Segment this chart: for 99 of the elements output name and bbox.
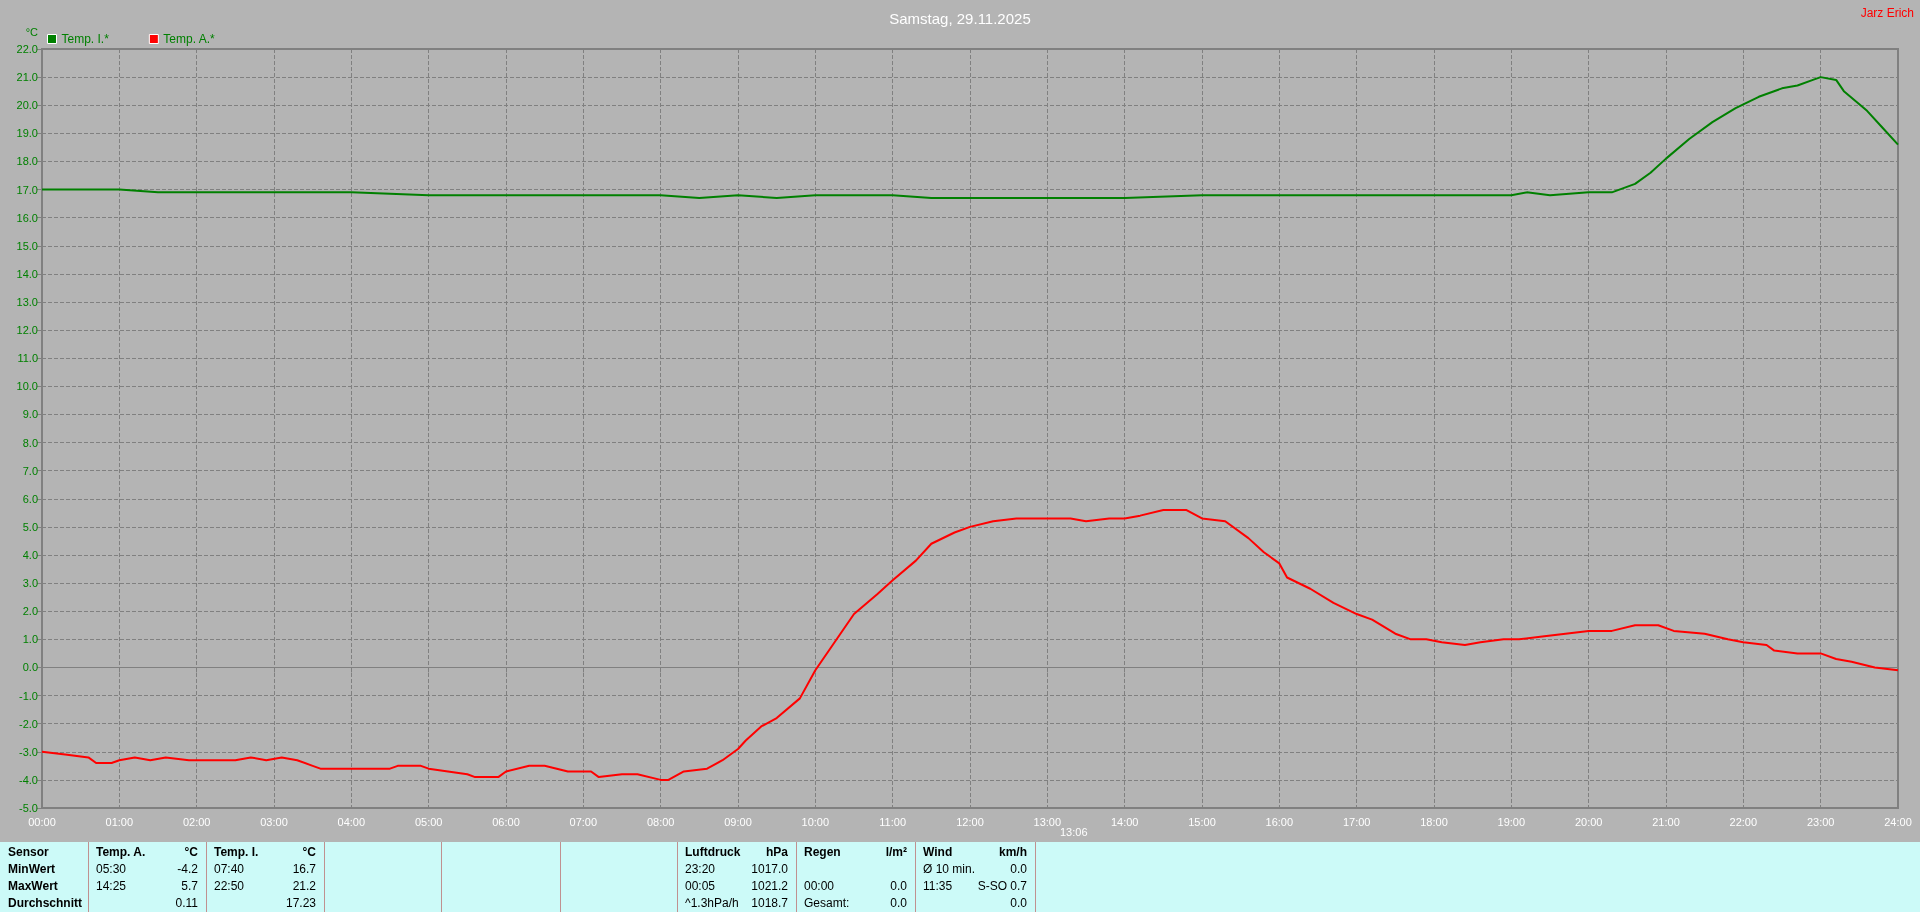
legend-label: Temp. A.*: [163, 32, 216, 46]
x-tick-label: 11:00: [879, 815, 907, 828]
text: Durchschnitt: [8, 895, 83, 911]
y-tick-label: 11.0: [17, 352, 38, 365]
legend-label: Temp. I.*: [61, 32, 110, 46]
x-tick-label: 14:00: [1110, 815, 1139, 828]
text: -4.2: [177, 861, 198, 877]
x-tick-label: 10:00: [801, 815, 830, 828]
text: 0.0: [890, 878, 907, 894]
text: 5.7: [181, 878, 198, 894]
text: 0.11: [175, 895, 198, 911]
y-tick-label: 14.0: [16, 267, 38, 280]
y-tick-label: 10.0: [16, 380, 38, 393]
y-tick-label: 19.0: [16, 127, 38, 140]
x-tick-label: 16:00: [1265, 815, 1294, 828]
x-tick-label: 20:00: [1574, 815, 1603, 828]
y-tick-label: 7.0: [22, 464, 38, 477]
y-tick-label: 13.0: [16, 296, 38, 308]
text: Regen: [804, 844, 841, 860]
text: Ø 10 min.: [923, 861, 976, 877]
x-tick-label: 15:00: [1188, 815, 1216, 828]
x-tick-label: 18:00: [1420, 815, 1448, 828]
y-tick-label: 9.0: [22, 408, 38, 421]
x-tick-label: 21:00: [1652, 815, 1680, 828]
y-tick-label: 21.0: [16, 71, 38, 84]
text: 21.2: [292, 878, 316, 894]
text: 17.23: [285, 895, 316, 911]
text: 07:40: [214, 861, 245, 877]
x-tick-label: 23:00: [1806, 815, 1835, 828]
x-tick-label: 04:00: [337, 815, 366, 828]
text: 22:50: [214, 878, 245, 894]
text: 0.0: [1010, 861, 1027, 877]
text: l/m²: [885, 844, 907, 860]
text: 14:25: [96, 878, 127, 894]
y-tick-label: 16.0: [16, 211, 38, 224]
text: °C: [302, 844, 316, 860]
text: 05:30: [96, 861, 127, 877]
x-tick-label: 19:00: [1497, 815, 1526, 828]
text: 13:06: [1060, 825, 1088, 838]
y-tick-label: 1.0: [22, 633, 38, 646]
y-tick-label: 5.0: [22, 520, 38, 533]
text: Luftdruck: [685, 844, 741, 860]
x-tick-label: 03:00: [260, 815, 288, 828]
text: km/h: [998, 844, 1027, 860]
text: MaxWert: [8, 878, 58, 894]
y-tick-label: 22.0: [16, 43, 38, 55]
text: Jarz Erich: [1860, 6, 1914, 20]
x-tick-label: 22:00: [1729, 815, 1758, 828]
y-tick-label: -1.0: [19, 689, 38, 702]
x-tick-label: 06:00: [492, 815, 520, 828]
text: 1017.0: [751, 861, 788, 877]
x-tick-label: 12:00: [956, 815, 984, 828]
line-series: [41, 76, 1899, 199]
y-tick-label: 8.0: [22, 436, 38, 449]
text: S-SO 0.7: [977, 878, 1027, 894]
x-tick-label: 24:00: [1884, 815, 1912, 828]
y-tick-label: 3.0: [22, 577, 38, 590]
text: 1021.2: [751, 878, 788, 894]
x-tick-label: 05:00: [414, 815, 443, 828]
text: 16.7: [292, 861, 316, 877]
y-tick-label: 2.0: [22, 605, 38, 618]
x-tick-label: 00:00: [28, 815, 56, 828]
y-tick-label: -5.0: [19, 802, 38, 814]
text: Sensor: [8, 844, 49, 860]
y-tick-label: 0.0: [22, 661, 38, 674]
text: 0.0: [1010, 895, 1027, 911]
y-tick-label: 4.0: [22, 549, 38, 561]
y-tick-label: 17.0: [16, 183, 38, 196]
text: 11:35: [923, 878, 953, 894]
x-tick-label: 07:00: [569, 815, 598, 828]
y-tick-label: -2.0: [19, 717, 38, 730]
y-tick-label: 12.0: [16, 324, 38, 337]
y-axis-title: °C: [25, 25, 39, 38]
text: hPa: [765, 844, 788, 860]
x-tick-label: 17:00: [1342, 815, 1371, 828]
chart-title: Samstag, 29.11.2025: [889, 10, 1031, 27]
text: 23:20: [685, 861, 716, 877]
x-tick-label: 08:00: [646, 815, 675, 828]
text: Gesamt:: [804, 895, 850, 911]
y-tick-label: 6.0: [22, 492, 38, 505]
x-tick-label: 02:00: [182, 815, 211, 828]
text: 00:00: [804, 878, 835, 894]
text: ^1.3hPa/h: [685, 895, 739, 911]
text: 0.0: [890, 895, 907, 911]
x-tick-label: 01:00: [105, 815, 134, 828]
text: Temp. A.: [96, 844, 146, 860]
y-tick-label: 18.0: [16, 155, 38, 168]
text: °C: [184, 844, 198, 860]
y-tick-label: -3.0: [19, 745, 38, 758]
text: Wind: [923, 844, 953, 860]
text: MinWert: [8, 861, 56, 877]
y-tick-label: 20.0: [16, 99, 38, 112]
text: 1018.7: [751, 895, 788, 911]
x-tick-label: 09:00: [724, 815, 752, 828]
y-tick-label: 15.0: [16, 239, 38, 252]
y-tick-label: -4.0: [19, 773, 38, 786]
x-tick-label: 13:00: [1033, 815, 1062, 828]
text: 00:05: [685, 878, 716, 894]
text: Temp. I.: [214, 844, 259, 860]
